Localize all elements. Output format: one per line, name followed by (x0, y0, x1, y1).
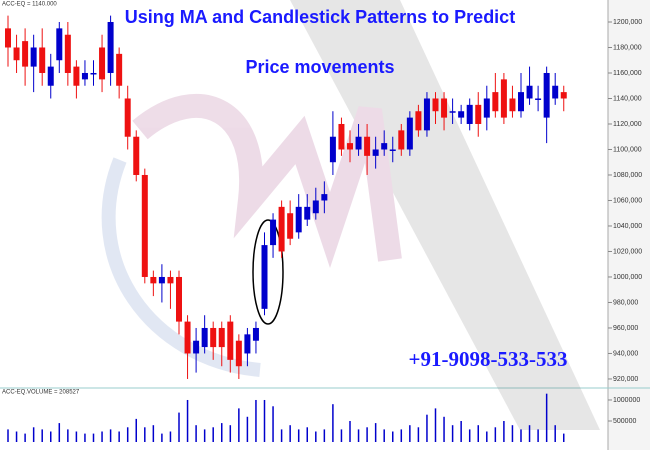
candle-body (193, 340, 200, 354)
candle-body (518, 92, 524, 112)
axis-panel (608, 0, 650, 450)
candle-body (500, 79, 507, 118)
candle-body (312, 200, 319, 214)
watermark-arc (101, 157, 261, 377)
candle-body (252, 327, 259, 341)
candle-body (535, 98, 542, 100)
y2-tick-label: 500000 (613, 418, 636, 425)
candle-body (22, 41, 29, 67)
candle-body (526, 85, 533, 99)
watermark-letters (132, 93, 402, 268)
candle-body (321, 194, 328, 201)
y-tick-label: 980,000 (613, 299, 638, 306)
y-tick-label: 920,000 (613, 376, 638, 383)
candle-body (133, 136, 140, 175)
candle-body (381, 143, 388, 150)
candle-body (287, 213, 294, 239)
y-tick-label: 1000,000 (613, 274, 642, 281)
candle-body (364, 136, 371, 156)
candle-body (329, 136, 336, 163)
candle-body (227, 321, 234, 360)
chart-subtitle: Price movements (245, 57, 394, 77)
candle-body (184, 321, 191, 354)
candle-body (509, 98, 516, 112)
candle-body (124, 98, 131, 137)
candle-body (270, 219, 277, 246)
highlight-ellipse (252, 219, 284, 325)
candle-body (176, 276, 182, 322)
candle-body (81, 72, 88, 80)
candle-body (304, 206, 311, 220)
y-tick-label: 940,000 (613, 350, 638, 357)
candle-body (73, 66, 80, 86)
candle-body (432, 98, 439, 112)
candle-body (201, 327, 208, 348)
candle-body (235, 340, 242, 367)
y-tick-label: 1120,000 (613, 121, 642, 128)
candle-body (423, 98, 430, 131)
candle-body (355, 136, 362, 150)
candle-body (99, 47, 106, 80)
candle-body (552, 85, 559, 99)
candle-body (492, 92, 499, 112)
candle-body (56, 28, 63, 61)
candle-body (47, 66, 54, 86)
watermark-stroke (290, 0, 600, 430)
candle-body (158, 276, 165, 284)
volume-label: ACC-EQ.VOLUME = 208527 (2, 390, 80, 396)
candle-body (338, 123, 345, 150)
chart-title: Using MA and Candlestick Patterns to Pre… (125, 7, 515, 27)
candle-body (389, 149, 396, 151)
candle-body (210, 327, 217, 348)
candle-body (398, 130, 405, 150)
phone-annotation: +91-9098-533-533 (409, 347, 568, 371)
y-tick-label: 1020,000 (613, 248, 642, 255)
candle-body (278, 206, 285, 252)
price-label: ACC-EQ = 1140.000 (2, 2, 57, 8)
watermark (101, 0, 600, 430)
candle-body (415, 111, 422, 131)
candle-body (64, 34, 71, 73)
candle-body (543, 72, 550, 118)
candle-body (107, 21, 114, 73)
y-tick-label: 1060,000 (613, 197, 642, 204)
candle-body (475, 104, 482, 124)
candle-body (167, 276, 174, 284)
y-tick-label: 1200,000 (613, 19, 642, 26)
y-tick-label: 1080,000 (613, 172, 642, 179)
candle-body (295, 206, 302, 233)
candle-body (218, 327, 225, 348)
candle-body (449, 111, 456, 113)
candle-body (141, 174, 148, 277)
candle-body (441, 98, 448, 118)
candle-body (90, 72, 97, 75)
candle-body (116, 53, 123, 86)
candle-body (150, 276, 157, 284)
candle-body (5, 28, 11, 48)
candle-body (560, 92, 567, 99)
y2-tick-label: 1000000 (613, 397, 640, 404)
y-tick-label: 1140,000 (613, 95, 642, 102)
y-tick-label: 1160,000 (613, 70, 642, 77)
candle-body (30, 47, 37, 67)
candle-body (39, 47, 46, 73)
y-tick-label: 1180,000 (613, 44, 642, 51)
candle-body (347, 143, 353, 150)
candle-body (13, 47, 20, 61)
candle-body (483, 98, 490, 118)
candle-body (372, 149, 379, 156)
y-tick-label: 1040,000 (613, 223, 642, 230)
candle-body (406, 117, 413, 150)
candle-body (261, 245, 268, 309)
y-tick-label: 1100,000 (613, 146, 642, 153)
marks (5, 15, 567, 442)
candle-body (458, 111, 465, 118)
candle-body (466, 104, 473, 124)
y-tick-label: 960,000 (613, 325, 638, 332)
candle-body (244, 334, 251, 354)
